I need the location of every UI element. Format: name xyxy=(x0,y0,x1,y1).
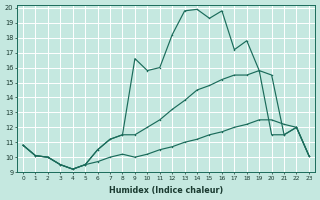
X-axis label: Humidex (Indice chaleur): Humidex (Indice chaleur) xyxy=(109,186,223,195)
